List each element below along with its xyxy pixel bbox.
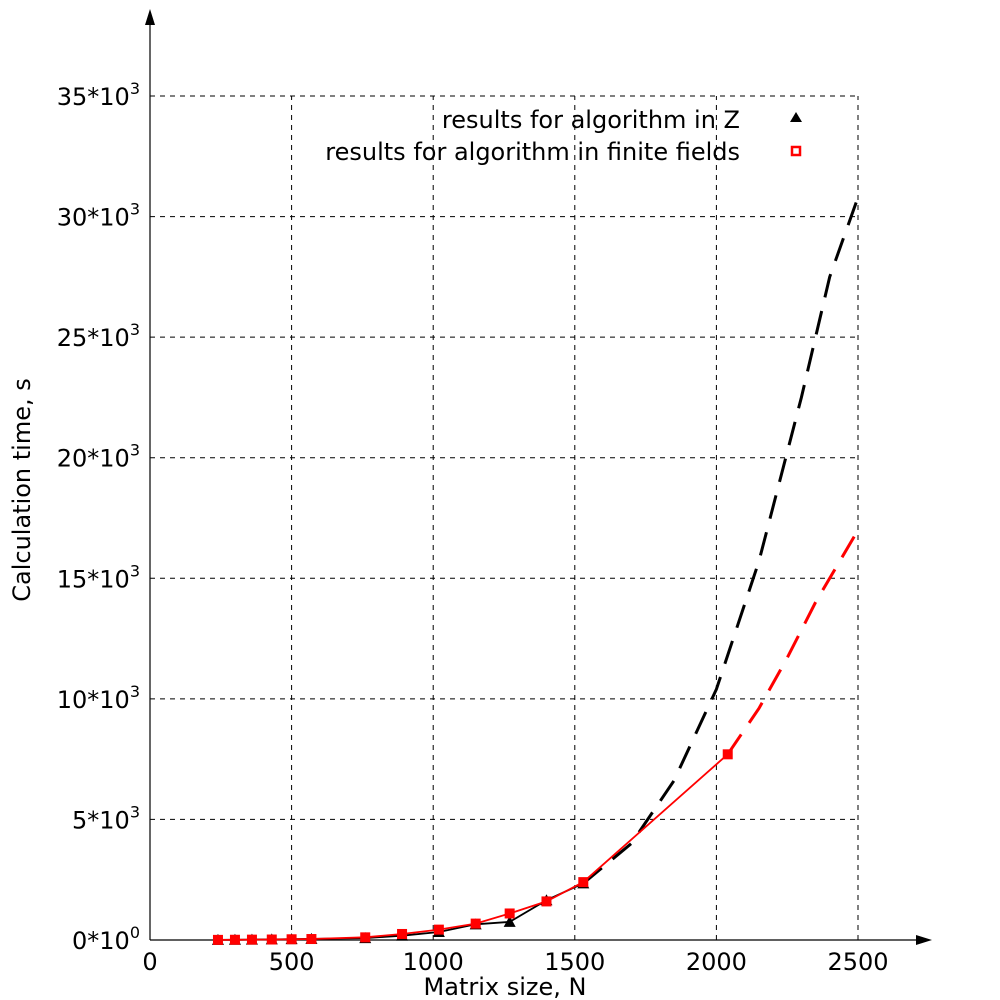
x-tick-label: 2500 [827,948,888,976]
data-point-finite-fields [470,918,481,929]
x-tick-label: 1000 [403,948,464,976]
x-tick-label: 1500 [544,948,605,976]
legend-label-finite-fields: results for algorithm in finite fields [325,138,740,166]
y-tick-mantissa: 0*10 [72,927,130,955]
legend-triangle-icon [790,112,802,122]
data-point-finite-fields [504,908,515,919]
ticks: 0 500 1000 1500 2000 25000*1005*10310*10315*1… [57,79,889,976]
data-point-finite-fields [360,932,371,943]
y-tick-mantissa: 10*10 [57,686,130,714]
data-point-finite-fields [266,934,277,945]
y-tick-label: 10*103 [57,682,140,714]
data-point-finite-fields [212,934,223,945]
data-point-finite-fields [286,934,297,945]
data-point-finite-fields [578,877,589,888]
series-line-finite-fields [217,753,729,941]
data-point-finite-fields [722,749,733,760]
y-tick-exponent: 0 [130,923,140,942]
x-axis-title: Matrix size, N [424,973,587,1000]
y-tick-mantissa: 5*10 [72,806,130,834]
data-point-finite-fields [306,934,317,945]
data-point-finite-fields [246,934,257,945]
y-tick-label: 35*103 [57,79,140,111]
y-axis-arrow-icon [145,9,155,25]
data-point-finite-fields [229,934,240,945]
y-tick-exponent: 3 [130,200,140,219]
y-tick-exponent: 3 [130,802,140,821]
y-tick-label: 30*103 [57,200,140,232]
y-tick-label: 20*103 [57,441,140,473]
y-axis-title: Calculation time, s [8,378,36,602]
x-axis-arrow-icon [916,935,932,945]
y-tick-exponent: 3 [130,320,140,339]
x-tick-label: 500 [269,948,315,976]
data-point-finite-fields [397,928,408,939]
data-point-finite-fields [433,924,444,935]
y-tick-label: 25*103 [57,320,140,352]
series [211,196,860,945]
y-tick-mantissa: 15*10 [57,565,130,593]
y-tick-label: 15*103 [57,561,140,593]
y-tick-label: 0*100 [72,923,140,955]
x-tick-label: 2000 [686,948,747,976]
legend: results for algorithm in Z results for a… [325,106,802,166]
y-tick-exponent: 3 [130,79,140,98]
y-tick-mantissa: 35*10 [57,83,130,111]
extrapolation-curve-finite-fields [726,529,860,756]
y-tick-mantissa: 20*10 [57,445,130,473]
y-tick-label: 5*103 [72,802,140,834]
legend-label-z: results for algorithm in Z [442,106,740,134]
x-tick-label: 0 [142,948,157,976]
grid [150,95,859,940]
legend-square-icon [790,145,802,157]
data-point-finite-fields [541,896,552,907]
extrapolation-curve-z [582,196,860,885]
y-tick-mantissa: 30*10 [57,204,130,232]
y-tick-mantissa: 25*10 [57,324,130,352]
data-point-z [503,915,516,927]
y-tick-exponent: 3 [130,682,140,701]
y-tick-exponent: 3 [130,441,140,460]
y-tick-exponent: 3 [130,561,140,580]
